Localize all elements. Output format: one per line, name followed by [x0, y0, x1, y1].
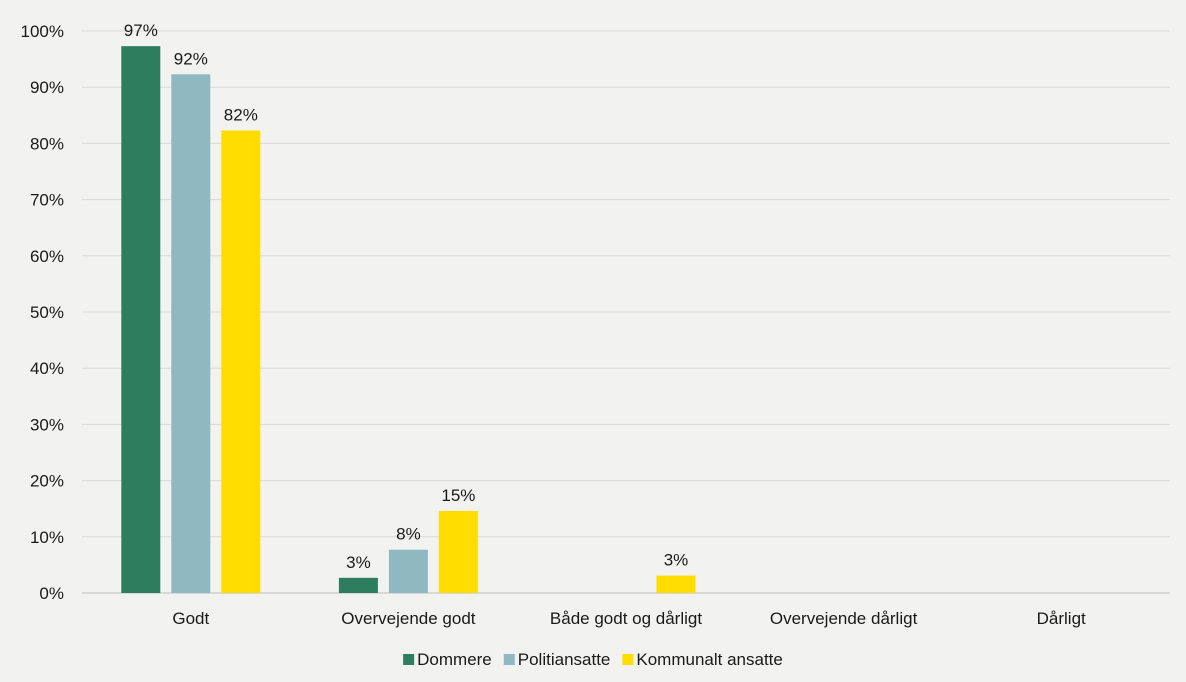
y-tick-label: 80%	[30, 134, 64, 153]
legend-item: Politiansatte	[503, 650, 611, 669]
y-tick-label: 0%	[39, 584, 64, 603]
legend-swatch	[503, 654, 515, 665]
bar	[121, 46, 161, 593]
data-labels: 97% 92% 82% 3% 8% 15% 3%	[124, 21, 689, 572]
gridlines	[82, 30, 1170, 594]
data-label: 3%	[664, 551, 689, 570]
category-label: Godt	[172, 609, 209, 628]
legend-item: Dommere	[403, 650, 492, 669]
bars	[121, 46, 696, 594]
legend: Dommere Politiansatte Kommunalt ansatte	[403, 650, 783, 669]
y-tick-label: 30%	[30, 415, 64, 434]
y-tick-label: 70%	[30, 191, 64, 210]
legend-label: Kommunalt ansatte	[636, 650, 782, 669]
legend-item: Kommunalt ansatte	[622, 650, 783, 669]
x-axis-categories: Godt Overvejende godt Både godt og dårligt…	[172, 609, 1086, 628]
data-label: 3%	[346, 553, 371, 572]
bar	[388, 549, 428, 593]
y-axis-ticks: 0% 10% 20% 30% 40% 50% 60% 70% 80% 90% 100%	[21, 22, 64, 603]
legend-label: Dommere	[417, 650, 492, 669]
legend-swatch	[403, 654, 415, 665]
legend-label: Politiansatte	[518, 650, 611, 669]
y-tick-label: 90%	[30, 78, 64, 97]
data-label: 8%	[396, 525, 421, 544]
bar	[438, 510, 478, 593]
y-tick-label: 10%	[30, 528, 64, 547]
y-tick-label: 50%	[30, 303, 64, 322]
data-label: 97%	[124, 21, 158, 40]
bar	[656, 575, 696, 593]
bar	[171, 74, 211, 594]
y-tick-label: 100%	[21, 22, 64, 41]
bar	[221, 130, 261, 593]
y-tick-label: 20%	[30, 472, 64, 491]
y-tick-label: 40%	[30, 359, 64, 378]
bar	[338, 577, 378, 593]
category-label: Dårligt	[1037, 609, 1086, 628]
data-label: 92%	[174, 49, 208, 68]
y-tick-label: 60%	[30, 247, 64, 266]
data-label: 15%	[441, 486, 475, 505]
data-label: 82%	[224, 105, 258, 124]
legend-swatch	[622, 654, 634, 665]
category-label: Både godt og dårligt	[550, 609, 702, 628]
category-label: Overvejende godt	[341, 609, 475, 628]
category-label: Overvejende dårligt	[770, 609, 918, 628]
